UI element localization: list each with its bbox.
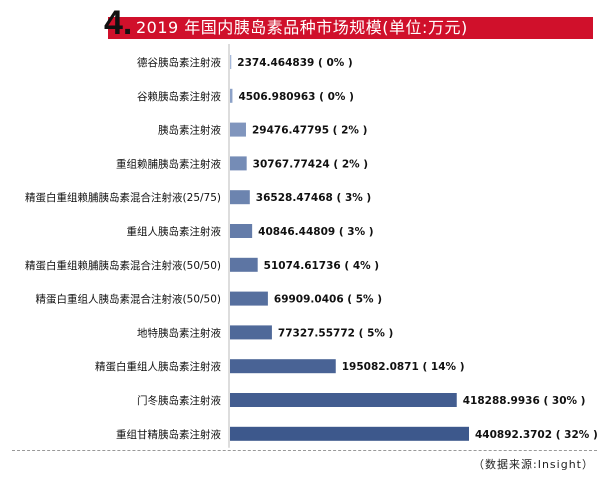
- data-label: 29476.47795 ( 2% ): [252, 125, 367, 137]
- category-label: 精蛋白重组人胰岛素混合注射液(50/50): [36, 293, 221, 306]
- bar: [230, 122, 246, 137]
- bar: [230, 426, 469, 441]
- data-label: 2374.464839 ( 0% ): [237, 57, 352, 69]
- bar: [230, 257, 258, 272]
- figure-number: 4.: [104, 4, 133, 42]
- bar: [230, 55, 232, 69]
- bar: [230, 156, 247, 171]
- bar-chart-svg: 德谷胰岛素注射液 2374.464839 ( 0% ) 谷赖胰岛素注射液 4506.9…: [25, 44, 598, 448]
- category-label: 精蛋白重组赖脯胰岛素混合注射液(50/50): [25, 259, 221, 272]
- chart-title: 2019 年国内胰岛素品种市场规模(单位:万元): [136, 18, 468, 37]
- category-label: 门冬胰岛素注射液: [137, 394, 221, 407]
- bar: [230, 291, 268, 306]
- category-label: 重组人胰岛素注射液: [127, 225, 222, 238]
- data-label: 418288.9936 ( 30% ): [463, 395, 586, 407]
- category-label: 重组甘精胰岛素注射液: [116, 428, 221, 441]
- category-label: 谷赖胰岛素注射液: [137, 90, 221, 103]
- category-label: 德谷胰岛素注射液: [137, 56, 221, 69]
- bar: [230, 224, 253, 238]
- category-label: 地特胰岛素注射液: [137, 326, 221, 339]
- category-label: 精蛋白重组赖脯胰岛素混合注射液(25/75): [25, 191, 221, 204]
- data-label: 51074.61736 ( 4% ): [264, 260, 379, 272]
- category-label: 胰岛素注射液: [158, 124, 221, 137]
- data-label: 4506.980963 ( 0% ): [238, 91, 353, 103]
- header-banner: [108, 17, 593, 39]
- bar-chart: 德谷胰岛素注射液 2374.464839 ( 0% ) 谷赖胰岛素注射液 4506.9…: [0, 40, 600, 450]
- bottom-divider: [12, 450, 597, 451]
- bar: [230, 359, 336, 374]
- category-label: 重组赖脯胰岛素注射液: [116, 157, 221, 170]
- category-label: 精蛋白重组人胰岛素注射液: [95, 360, 221, 373]
- bar: [230, 325, 272, 340]
- bar: [230, 88, 233, 103]
- data-label: 40846.44809 ( 3% ): [258, 226, 373, 238]
- data-label: 77327.55772 ( 5% ): [278, 327, 393, 339]
- data-label: 30767.77424 ( 2% ): [253, 158, 368, 170]
- data-label: 69909.0406 ( 5% ): [274, 294, 382, 306]
- bar: [230, 393, 457, 407]
- data-label: 36528.47468 ( 3% ): [256, 192, 371, 204]
- bar: [230, 190, 250, 205]
- data-source-note: （数据来源:Insight）: [473, 458, 594, 471]
- data-label: 195082.0871 ( 14% ): [342, 361, 465, 373]
- chart-header: 4. 2019 年国内胰岛素品种市场规模(单位:万元): [0, 4, 593, 42]
- data-label: 440892.3702 ( 32% ): [475, 429, 598, 441]
